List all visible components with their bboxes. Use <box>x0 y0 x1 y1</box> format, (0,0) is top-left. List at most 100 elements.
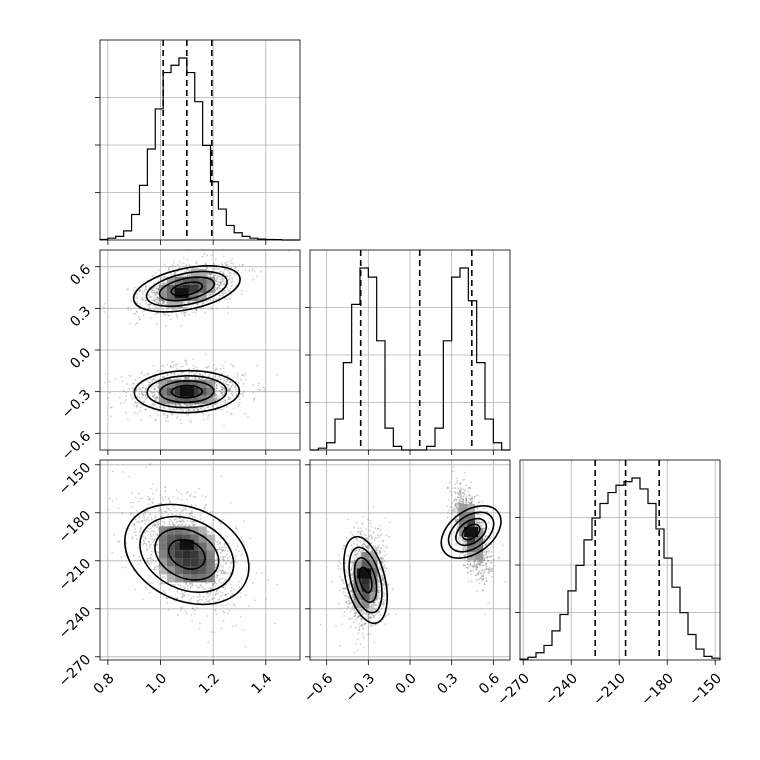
sample-point <box>161 496 163 499</box>
sample-point <box>169 364 172 367</box>
sample-point <box>221 569 224 572</box>
sample-point <box>159 575 162 578</box>
sample-point <box>183 257 185 260</box>
sample-point <box>236 545 239 547</box>
sample-point <box>228 297 231 300</box>
sample-point <box>226 264 228 266</box>
sample-point <box>186 520 189 522</box>
sample-point <box>216 288 218 290</box>
sample-point <box>224 268 226 271</box>
sample-point <box>175 404 177 407</box>
sample-point <box>133 286 136 289</box>
sample-point <box>338 589 341 592</box>
sample-point <box>251 267 254 270</box>
sample-point <box>340 568 342 570</box>
sample-point <box>244 269 247 271</box>
sample-point <box>245 569 248 572</box>
sample-point <box>141 497 144 500</box>
sample-point <box>238 581 241 583</box>
sample-point <box>171 308 174 311</box>
sample-point <box>222 386 225 389</box>
sample-point <box>149 487 152 490</box>
sample-point <box>222 581 224 584</box>
sample-point <box>122 390 125 392</box>
sample-point <box>148 304 151 306</box>
sample-point <box>179 274 182 277</box>
sample-point <box>212 604 215 607</box>
sample-point <box>166 363 169 366</box>
sample-point <box>214 403 217 406</box>
sample-point <box>194 495 196 498</box>
sample-point <box>199 622 201 625</box>
sample-point <box>240 293 243 296</box>
sample-point <box>144 286 147 288</box>
sample-point <box>146 374 149 376</box>
sample-point <box>187 274 190 277</box>
sample-point <box>139 289 141 292</box>
sample-point <box>160 582 162 585</box>
sample-point <box>170 265 173 267</box>
sample-point <box>211 598 214 600</box>
sample-point <box>151 582 154 584</box>
sample-point <box>241 374 244 376</box>
sample-point <box>109 497 111 500</box>
sample-point <box>134 559 137 562</box>
sample-point <box>221 264 224 266</box>
sample-point <box>190 371 193 374</box>
sample-point <box>144 522 146 525</box>
sample-point <box>210 272 212 275</box>
sample-point <box>149 295 152 298</box>
sample-point <box>354 558 356 560</box>
sample-point <box>349 568 352 571</box>
sample-point <box>215 277 218 279</box>
sample-point <box>143 517 145 519</box>
sample-point <box>238 586 241 588</box>
sample-point <box>142 535 145 538</box>
sample-point <box>169 509 172 511</box>
sample-point <box>259 270 262 273</box>
sample-point <box>130 396 133 399</box>
sample-point <box>155 489 158 491</box>
sample-point <box>228 290 231 293</box>
sample-point <box>219 282 222 285</box>
sample-point <box>169 366 172 369</box>
sample-point <box>338 560 340 563</box>
sample-point <box>138 516 141 519</box>
sample-point <box>242 629 245 631</box>
sample-point <box>158 522 160 525</box>
sample-point <box>182 311 185 313</box>
sample-point <box>183 306 185 309</box>
sample-point <box>192 524 195 527</box>
sample-point <box>162 308 165 311</box>
sample-point <box>253 400 256 402</box>
density-cell <box>198 526 207 535</box>
sample-point <box>153 403 156 406</box>
sample-point <box>193 523 196 525</box>
sample-point <box>174 271 177 274</box>
sample-point <box>216 283 219 286</box>
sample-point <box>192 496 195 499</box>
sample-point <box>267 578 270 581</box>
sample-point <box>141 310 144 313</box>
sample-point <box>153 300 156 302</box>
sample-point <box>130 505 133 508</box>
sample-point <box>195 371 198 374</box>
sample-point <box>200 407 202 410</box>
sample-point <box>109 406 112 409</box>
sample-point <box>197 585 200 588</box>
sample-point <box>155 382 158 385</box>
sample-point <box>145 299 148 302</box>
sample-point <box>222 565 224 568</box>
sample-point <box>226 553 228 556</box>
sample-point <box>216 574 218 576</box>
sample-point <box>167 269 170 271</box>
sample-point <box>223 424 225 427</box>
sample-point <box>227 396 230 399</box>
sample-point <box>261 572 263 575</box>
sample-point <box>219 569 222 572</box>
sample-point <box>214 280 217 283</box>
sample-point <box>192 596 195 598</box>
sample-point <box>229 380 232 383</box>
sample-point <box>143 290 146 293</box>
sample-point <box>194 491 197 494</box>
